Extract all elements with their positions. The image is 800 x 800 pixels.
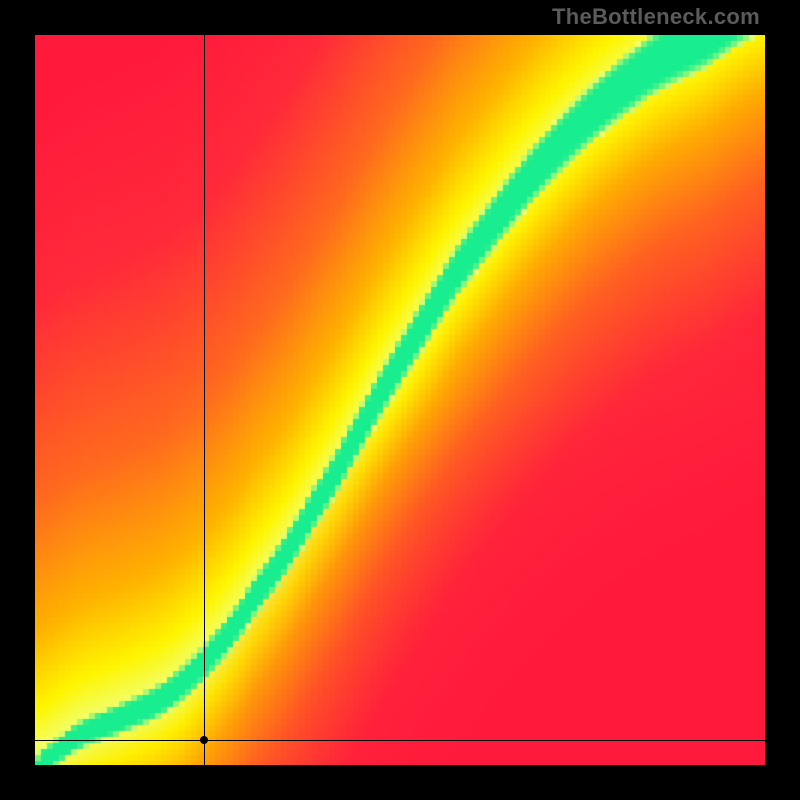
heatmap-canvas (35, 35, 765, 765)
watermark-text: TheBottleneck.com (552, 4, 760, 30)
crosshair-vertical-line (204, 35, 205, 765)
crosshair-horizontal-line (35, 740, 765, 741)
heatmap-plot (35, 35, 765, 765)
crosshair-dot (200, 736, 208, 744)
